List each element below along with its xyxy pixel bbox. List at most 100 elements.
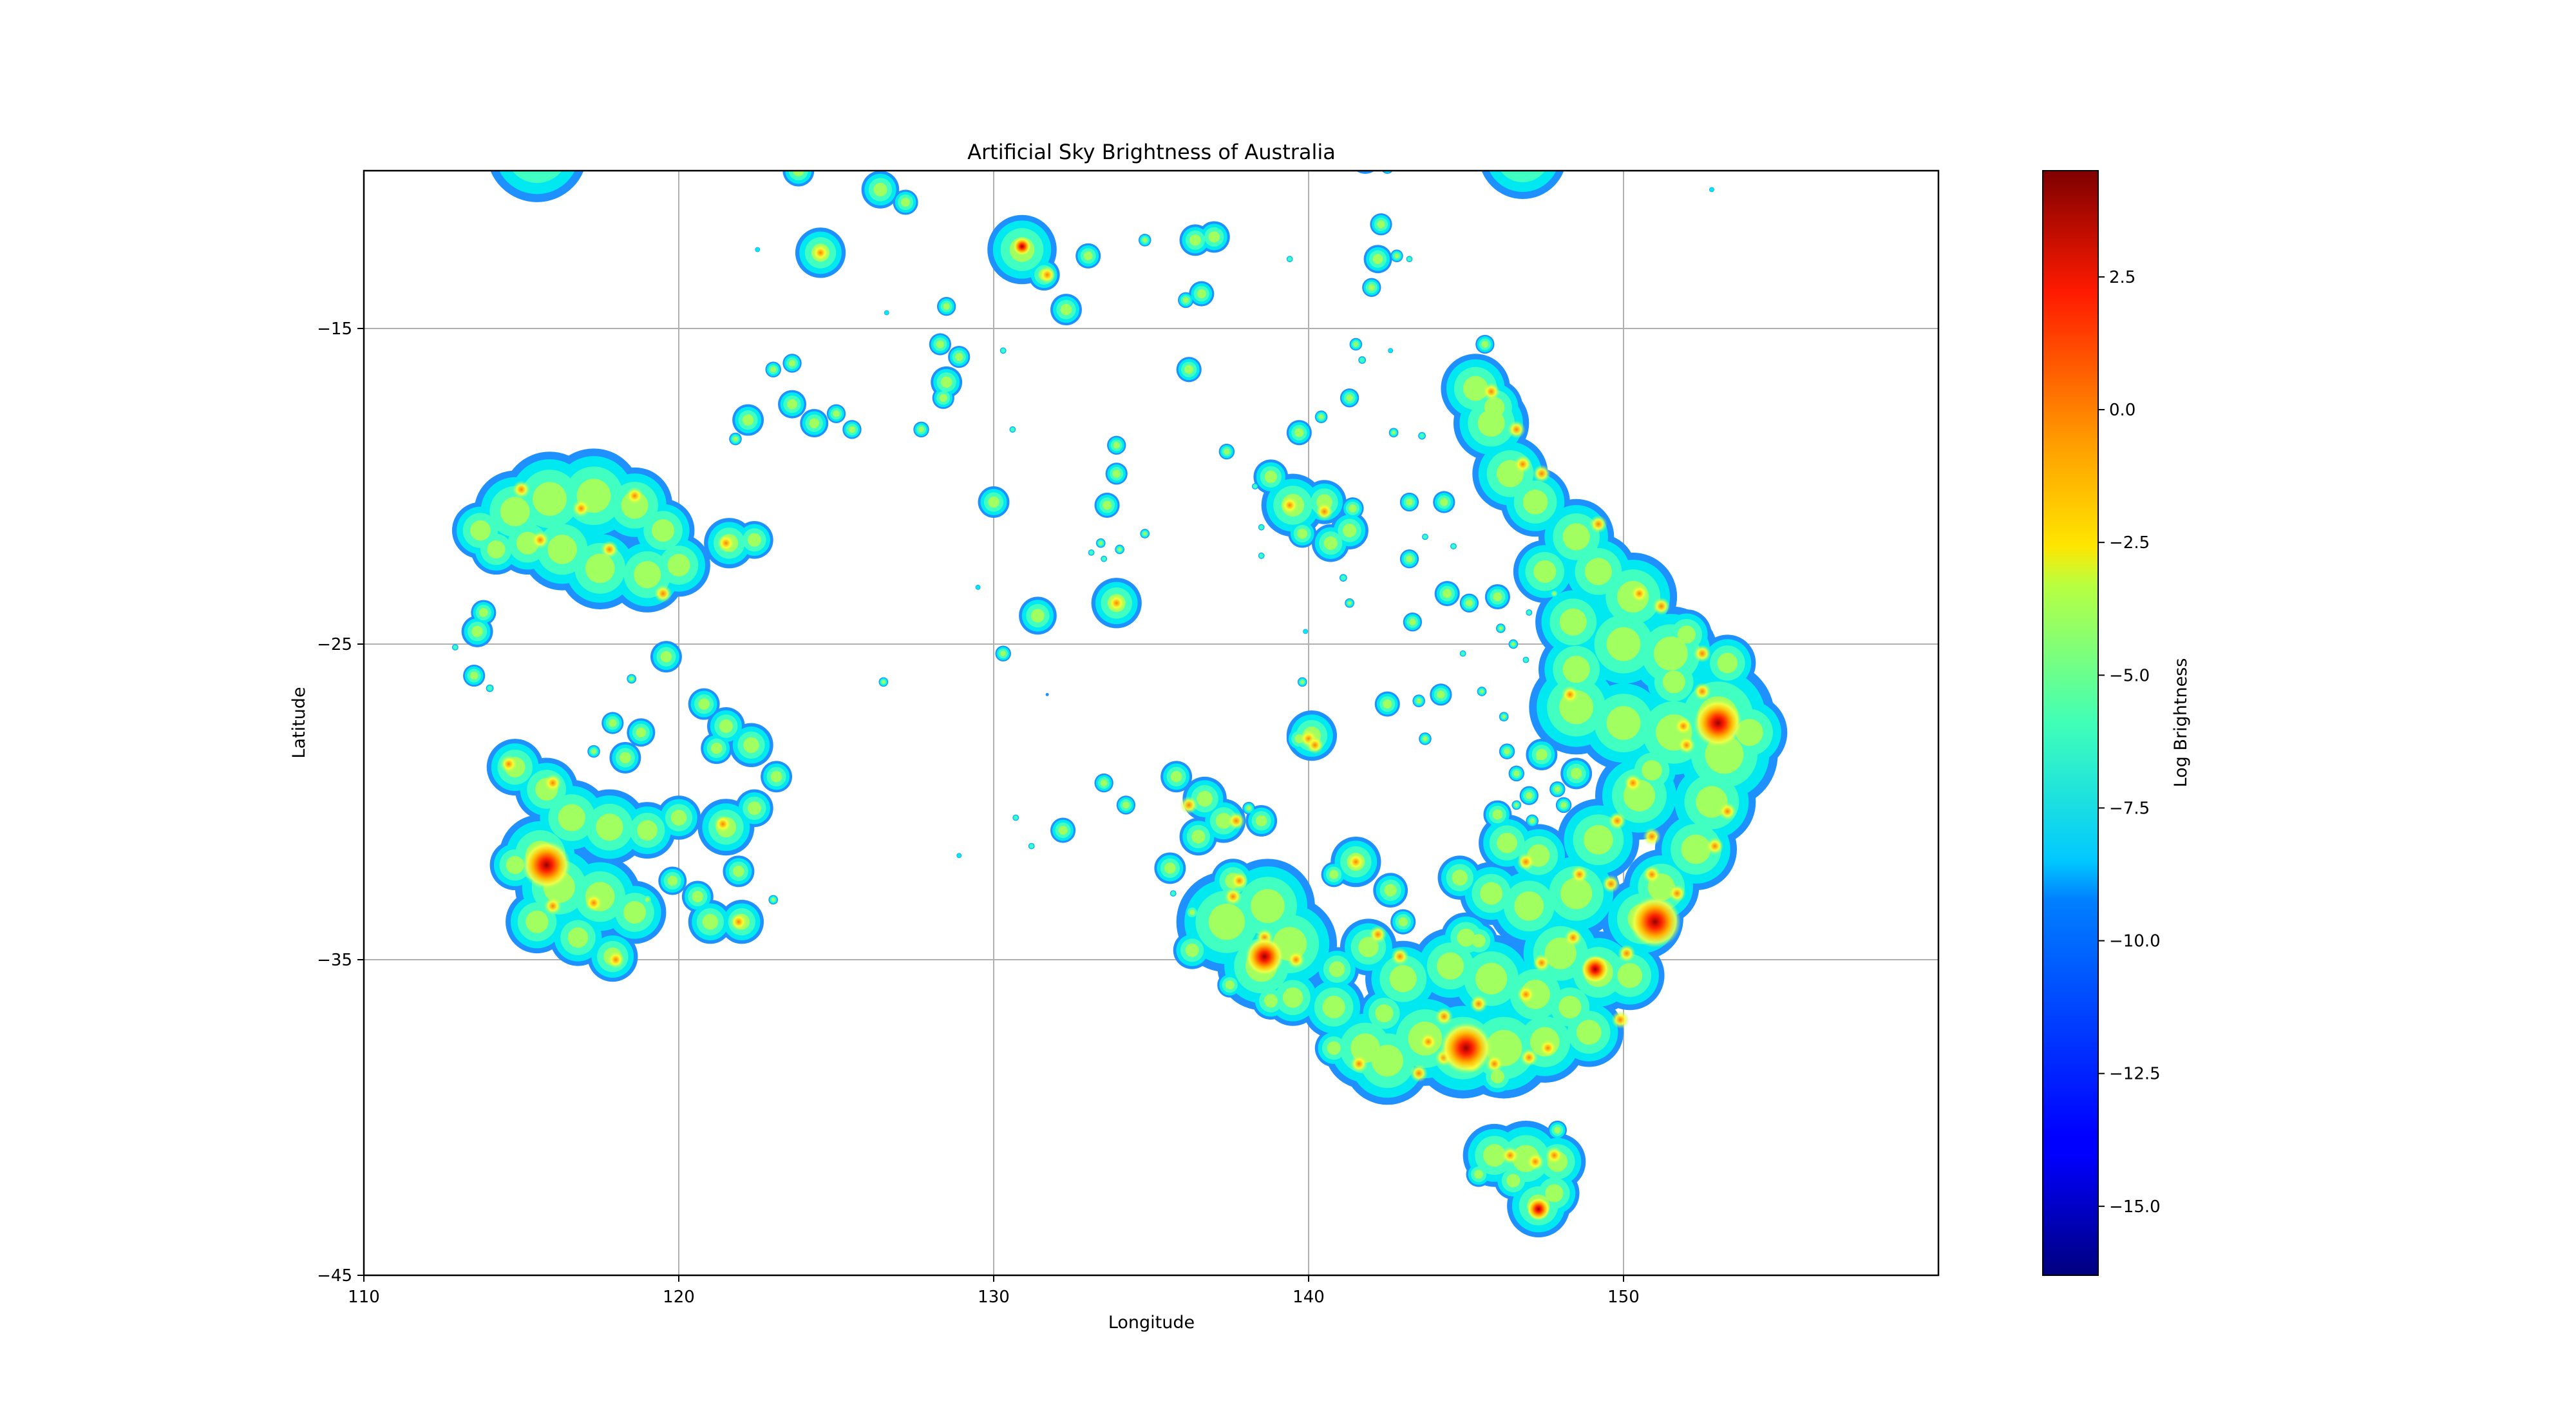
brightness-blob bbox=[506, 855, 524, 875]
brightness-blob bbox=[882, 680, 886, 684]
brightness-blob bbox=[1636, 146, 1655, 164]
brightness-blob bbox=[1560, 802, 1567, 808]
brightness-blob bbox=[943, 303, 950, 310]
brightness-blob bbox=[1717, 652, 1738, 674]
brightness-blob bbox=[1359, 153, 1371, 164]
town-glow bbox=[1560, 685, 1579, 704]
brightness-blob bbox=[1282, 987, 1303, 1008]
brightness-blob bbox=[1058, 826, 1068, 835]
brightness-blob bbox=[1197, 790, 1213, 807]
town-glow bbox=[1668, 884, 1687, 903]
town-glow bbox=[1280, 496, 1299, 515]
brightness-blob bbox=[793, 171, 804, 176]
brightness-blob bbox=[1562, 523, 1590, 551]
brightness-blob bbox=[1558, 995, 1582, 1019]
town-glow bbox=[714, 815, 732, 833]
brightness-blob bbox=[1457, 928, 1475, 947]
brightness-blob bbox=[596, 813, 623, 841]
brightness-blob bbox=[976, 585, 980, 590]
town-glow bbox=[1611, 1011, 1630, 1029]
brightness-blob bbox=[1482, 1144, 1506, 1167]
brightness-blob bbox=[1451, 544, 1455, 549]
brightness-blob bbox=[1255, 815, 1267, 827]
town-glow bbox=[1532, 953, 1551, 972]
town-glow bbox=[1517, 985, 1535, 1003]
brightness-blob bbox=[1143, 531, 1147, 536]
town-glow bbox=[1350, 1054, 1368, 1073]
brightness-blob bbox=[1443, 589, 1452, 598]
brightness-blob bbox=[873, 182, 887, 196]
brightness-blob bbox=[1372, 254, 1383, 265]
brightness-blob bbox=[1642, 760, 1662, 781]
brightness-blob bbox=[1475, 962, 1508, 995]
brightness-blob bbox=[637, 820, 658, 841]
brightness-blob bbox=[1112, 470, 1121, 478]
brightness-blob bbox=[1389, 965, 1417, 993]
colorbar-label: Log Brightness bbox=[2171, 658, 2191, 788]
town-glow bbox=[499, 755, 518, 774]
brightness-blob bbox=[1461, 651, 1465, 656]
brightness-blob bbox=[1191, 830, 1206, 844]
brightness-blob bbox=[630, 677, 634, 681]
brightness-blob bbox=[1492, 809, 1503, 820]
town-glow bbox=[1230, 871, 1249, 890]
y-axis-ticks: −15 −25 −35 −45 bbox=[317, 319, 364, 1286]
brightness-blob bbox=[471, 625, 483, 638]
brightness-blob bbox=[1259, 553, 1264, 558]
town-glow bbox=[1643, 827, 1662, 846]
brightness-blob bbox=[1530, 818, 1535, 823]
town-glow bbox=[1507, 420, 1526, 439]
brightness-blob bbox=[1171, 891, 1175, 896]
colorbar-tick-label: −2.5 bbox=[2109, 533, 2150, 553]
brightness-blob bbox=[469, 671, 478, 680]
brightness-blob bbox=[1029, 844, 1034, 848]
brightness-blob bbox=[702, 913, 719, 930]
brightness-blob bbox=[939, 394, 947, 402]
brightness-blob bbox=[1677, 625, 1696, 644]
brightness-blob bbox=[667, 875, 678, 886]
brightness-blob bbox=[1294, 428, 1304, 437]
brightness-blob bbox=[620, 752, 631, 764]
brightness-blob bbox=[1416, 698, 1421, 703]
brightness-blob bbox=[848, 426, 856, 433]
brightness-blob bbox=[1319, 414, 1324, 419]
brightness-blob bbox=[1343, 524, 1357, 538]
brightness-blob bbox=[660, 651, 672, 663]
town-glow bbox=[1517, 853, 1535, 871]
town-glow bbox=[607, 951, 625, 969]
town-glow bbox=[1347, 853, 1365, 871]
brightness-blob bbox=[1014, 815, 1018, 820]
brightness-blob bbox=[623, 900, 647, 924]
brightness-blob bbox=[1515, 803, 1519, 807]
brightness-blob bbox=[1264, 470, 1278, 483]
brightness-blob bbox=[1504, 748, 1510, 755]
brightness-blob bbox=[1480, 689, 1484, 694]
brightness-blob bbox=[1463, 376, 1488, 401]
brightness-blob bbox=[1544, 937, 1577, 969]
brightness-blob bbox=[1419, 433, 1425, 439]
colorbar-tick-label: −10.0 bbox=[2109, 932, 2161, 951]
brightness-blob bbox=[1736, 719, 1763, 747]
brightness-blob bbox=[747, 801, 761, 815]
town-glow bbox=[1224, 888, 1242, 906]
brightness-blob bbox=[1662, 670, 1685, 694]
brightness-blob bbox=[1526, 792, 1533, 799]
brightness-blob bbox=[1189, 909, 1195, 915]
brightness-blob bbox=[1554, 1127, 1561, 1134]
brightness-blob bbox=[1472, 934, 1486, 948]
town-glow bbox=[1038, 265, 1057, 284]
colorbar-tick-label: 0.0 bbox=[2109, 401, 2136, 420]
town-glow bbox=[1624, 774, 1642, 792]
brightness-blob bbox=[558, 804, 585, 832]
town-glow bbox=[1107, 594, 1126, 613]
brightness-blob bbox=[1142, 238, 1148, 243]
town-glow bbox=[1315, 502, 1334, 521]
brightness-blob bbox=[1371, 1045, 1403, 1077]
colorbar-tick-label: −7.5 bbox=[2109, 799, 2150, 818]
brightness-blob bbox=[1184, 365, 1194, 374]
brightness-blob bbox=[1102, 556, 1106, 561]
brightness-blob bbox=[719, 719, 733, 733]
brightness-blob bbox=[1346, 394, 1353, 402]
brightness-blob bbox=[884, 310, 889, 315]
colorbar-tick-label: −5.0 bbox=[2109, 666, 2150, 685]
